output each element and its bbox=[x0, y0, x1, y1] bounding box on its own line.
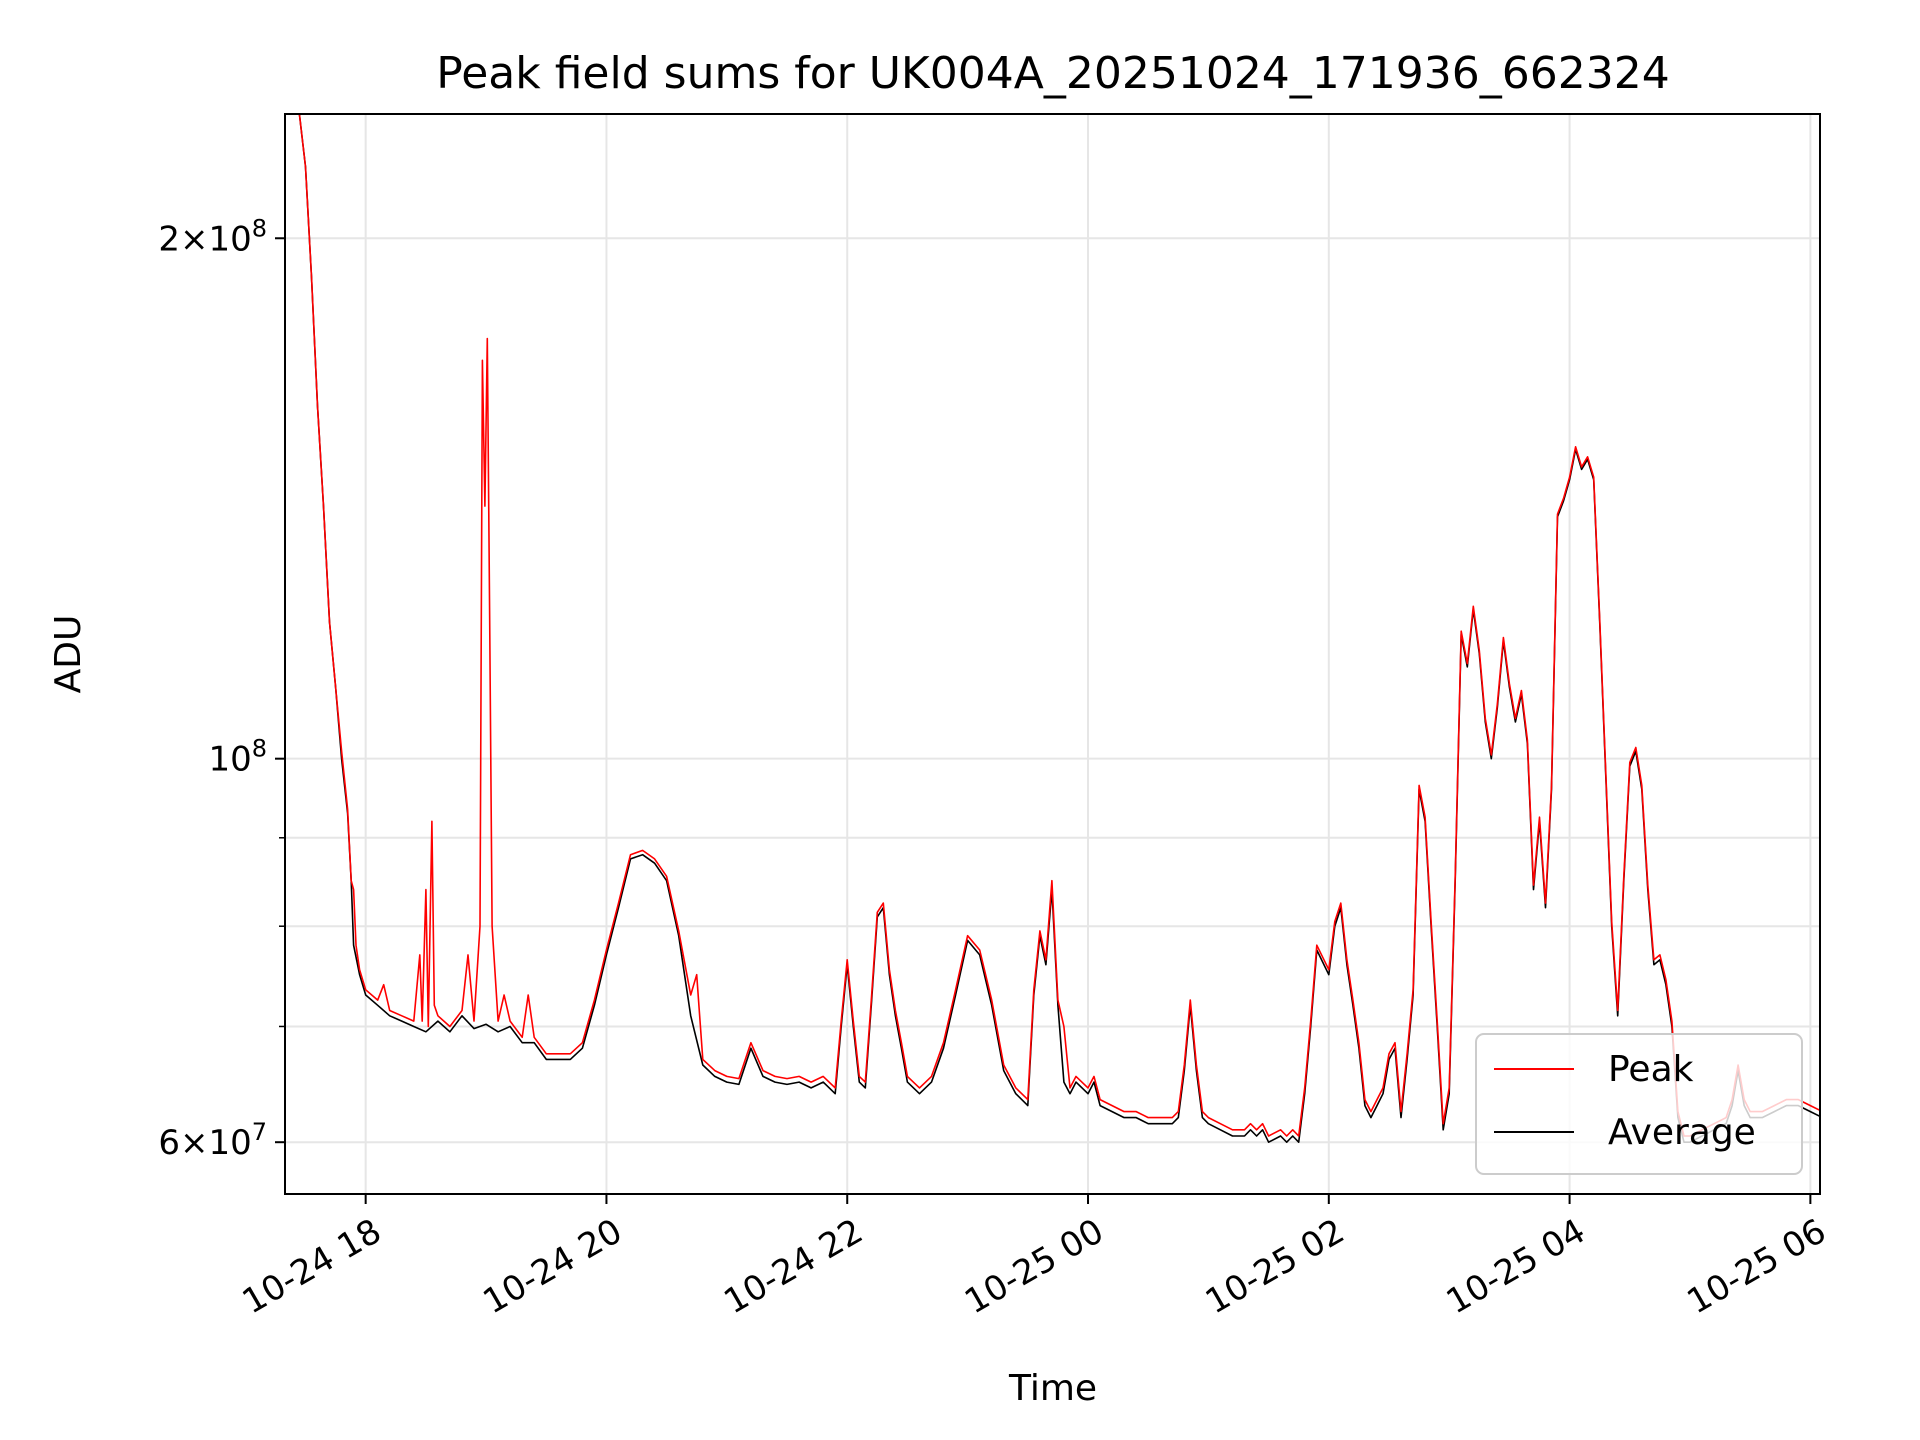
y-tick-label: 108 bbox=[208, 735, 267, 780]
legend-average-label: Average bbox=[1608, 1112, 1756, 1153]
series-line-peak bbox=[285, 114, 1820, 1137]
series-layer bbox=[285, 114, 1820, 1143]
plot-frame bbox=[284, 113, 1821, 1195]
legend: Peak Average bbox=[1475, 1033, 1803, 1175]
y-axis-title: ADU bbox=[48, 615, 89, 694]
y-tick-label: 6×107 bbox=[158, 1118, 267, 1163]
grid bbox=[285, 114, 1820, 1194]
y-axis: 6×107 108 2×108 bbox=[158, 214, 285, 1163]
chart-title: Peak field sums for UK004A_20251024_1719… bbox=[436, 48, 1669, 99]
y-tick-label: 2×108 bbox=[158, 214, 267, 259]
legend-peak-label: Peak bbox=[1608, 1049, 1694, 1090]
x-axis-title: Time bbox=[1008, 1368, 1097, 1409]
